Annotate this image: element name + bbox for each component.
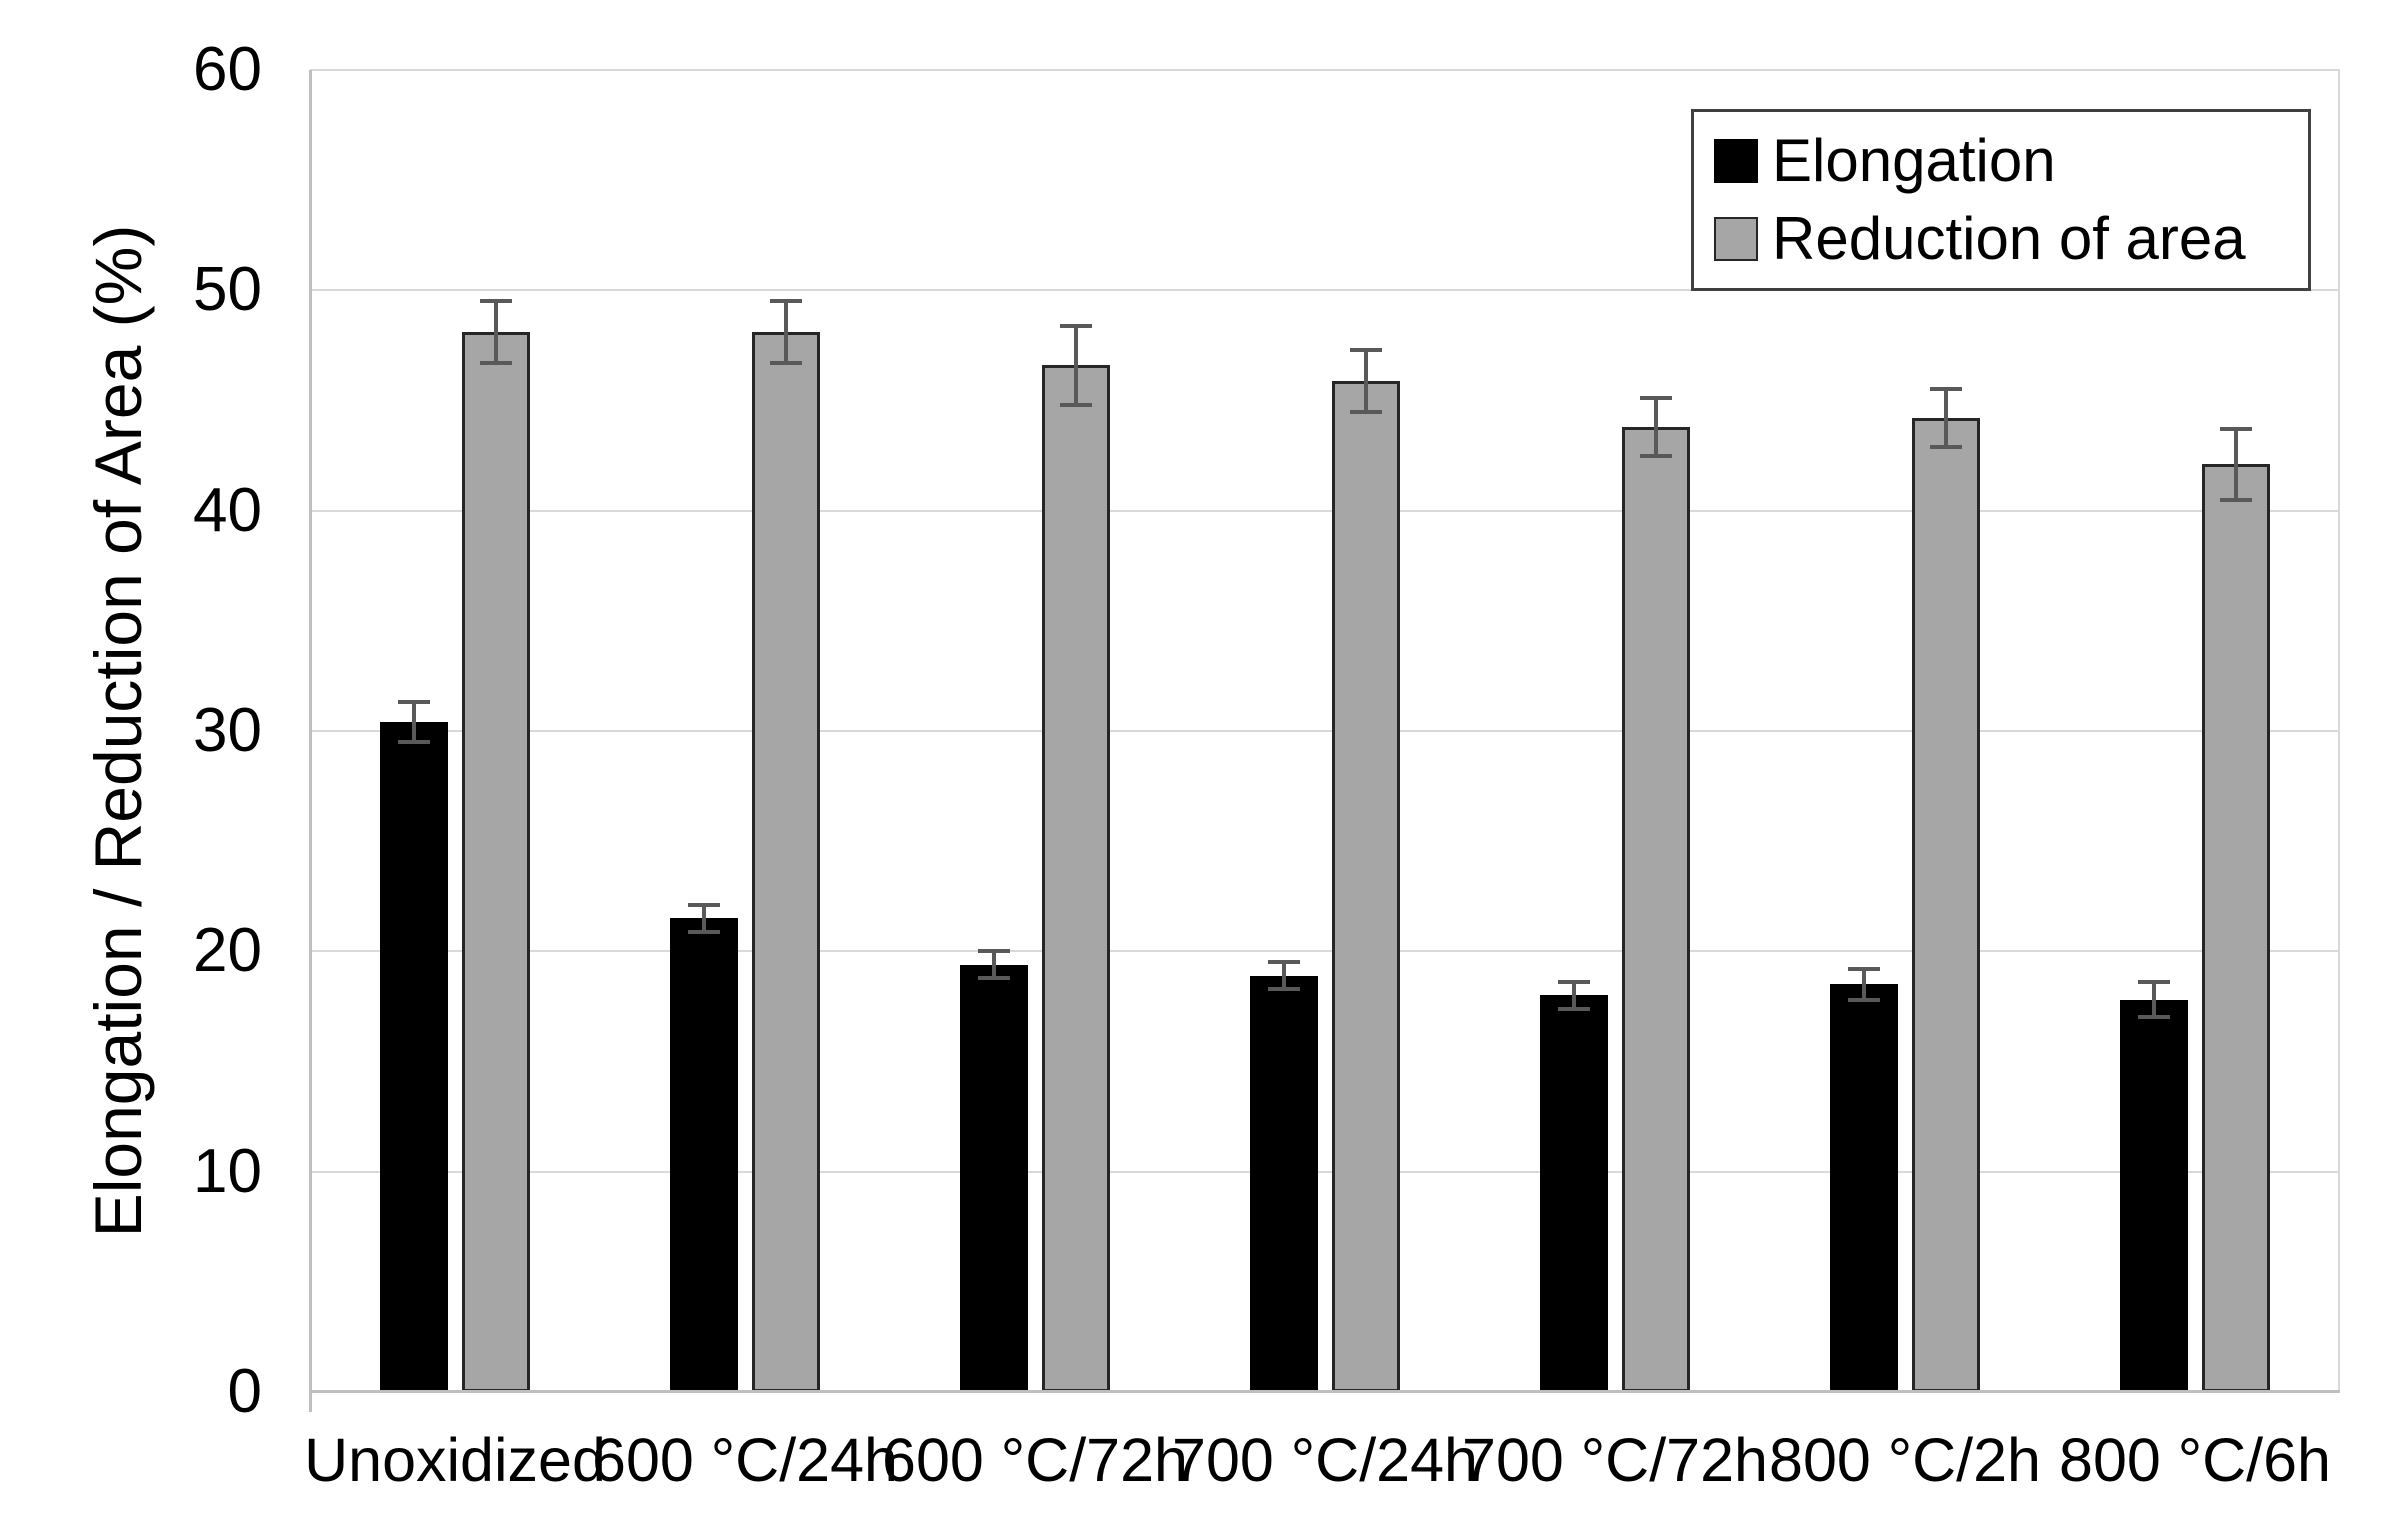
legend-label-elongation: Elongation	[1772, 126, 2056, 194]
error-bar-line	[2152, 982, 2156, 1018]
error-bar-cap-bottom	[1350, 409, 1382, 414]
error-bar-cap-bottom	[398, 740, 430, 745]
elongation-swatch-icon	[1714, 138, 1758, 183]
gridline	[310, 69, 2340, 71]
gridline	[310, 509, 2340, 512]
y-tick-label: 20	[193, 916, 262, 986]
y-tick-label: 40	[193, 475, 262, 545]
error-bar-cap-bottom	[770, 361, 802, 366]
error-bar-cap-top	[1640, 396, 1672, 401]
bar-reduction-of-area	[462, 332, 530, 1392]
error-bar-cap-bottom	[1558, 1006, 1590, 1011]
bar-elongation	[1250, 975, 1318, 1392]
y-axis-line	[309, 70, 312, 1412]
bar-reduction-of-area	[1042, 365, 1110, 1392]
error-bar-line	[1364, 349, 1368, 412]
bar-reduction-of-area	[752, 332, 820, 1392]
error-bar-line	[1074, 325, 1078, 405]
error-bar-line	[494, 301, 498, 364]
bar-elongation	[1830, 984, 1898, 1392]
bar-reduction-of-area	[1622, 426, 1690, 1392]
error-bar-cap-bottom	[1060, 402, 1092, 407]
error-bar-cap-bottom	[1848, 997, 1880, 1002]
error-bar-cap-bottom	[2138, 1015, 2170, 1020]
error-bar-cap-bottom	[1640, 453, 1672, 458]
legend: Elongation Reduction of area	[1691, 109, 2311, 291]
gridline	[310, 950, 2340, 953]
error-bar-cap-bottom	[688, 929, 720, 934]
error-bar-cap-bottom	[2220, 497, 2252, 502]
gridline	[310, 289, 2340, 292]
error-bar-cap-bottom	[1268, 986, 1300, 991]
bar-reduction-of-area	[1332, 380, 1400, 1392]
error-bar-cap-top	[1558, 980, 1590, 985]
error-bar-line	[2234, 429, 2238, 500]
bar-reduction-of-area	[2202, 464, 2270, 1392]
y-tick-label: 50	[193, 255, 262, 325]
error-bar-cap-top	[480, 299, 512, 304]
y-tick-label: 30	[193, 696, 262, 765]
error-bar-line	[1862, 968, 1866, 1000]
error-bar-line	[702, 905, 706, 932]
legend-label-reduction-of-area: Reduction of area	[1772, 205, 2246, 273]
bar-elongation	[380, 722, 448, 1392]
x-axis-line	[310, 1390, 2340, 1393]
error-bar-cap-top	[398, 700, 430, 705]
bar-elongation	[1540, 995, 1608, 1392]
error-bar-line	[1944, 389, 1948, 447]
error-bar-line	[1282, 962, 1286, 989]
y-tick-label: 0	[227, 1357, 262, 1426]
gridline	[310, 1170, 2340, 1173]
bar-elongation	[960, 964, 1028, 1392]
error-bar-cap-top	[1060, 323, 1092, 328]
error-bar-line	[1654, 398, 1658, 456]
bar-elongation	[670, 918, 738, 1392]
error-bar-line	[1572, 982, 1576, 1009]
error-bar-cap-bottom	[978, 975, 1010, 980]
error-bar-line	[784, 301, 788, 364]
x-tick-label: 800 °C/6h	[2059, 1426, 2331, 1494]
plot-border-right	[2338, 70, 2340, 1392]
error-bar-cap-top	[2220, 427, 2252, 432]
error-bar-cap-top	[1848, 966, 1880, 971]
error-bar-line	[992, 951, 996, 978]
bar-elongation	[2120, 999, 2188, 1392]
bar-reduction-of-area	[1912, 418, 1980, 1392]
error-bar-cap-top	[1350, 347, 1382, 352]
error-bar-cap-top	[1930, 387, 1962, 392]
y-tick-label: 10	[193, 1136, 262, 1206]
x-tick-label: Unoxidized	[304, 1426, 606, 1494]
legend-item-reduction-of-area: Reduction of area	[1714, 209, 2308, 269]
error-bar-cap-top	[2138, 980, 2170, 985]
x-tick-label: 700 °C/72h	[1462, 1426, 1768, 1494]
error-bar-line	[412, 702, 416, 742]
error-bar-cap-top	[978, 949, 1010, 954]
x-tick-label: 600 °C/72h	[882, 1426, 1188, 1494]
x-tick-label: 800 °C/2h	[1769, 1426, 2041, 1494]
gridline	[310, 730, 2340, 732]
x-tick-label: 700 °C/24h	[1172, 1426, 1478, 1494]
legend-item-elongation: Elongation	[1714, 126, 2308, 194]
error-bar-cap-bottom	[1930, 444, 1962, 449]
error-bar-cap-top	[1268, 960, 1300, 965]
error-bar-cap-bottom	[480, 361, 512, 366]
plot-area	[309, 69, 2340, 1412]
x-tick-label: 600 °C/24h	[592, 1426, 898, 1494]
error-bar-cap-top	[688, 903, 720, 908]
y-tick-label: 60	[193, 35, 262, 104]
error-bar-cap-top	[770, 299, 802, 304]
reduction-of-area-swatch-icon	[1714, 217, 1758, 262]
